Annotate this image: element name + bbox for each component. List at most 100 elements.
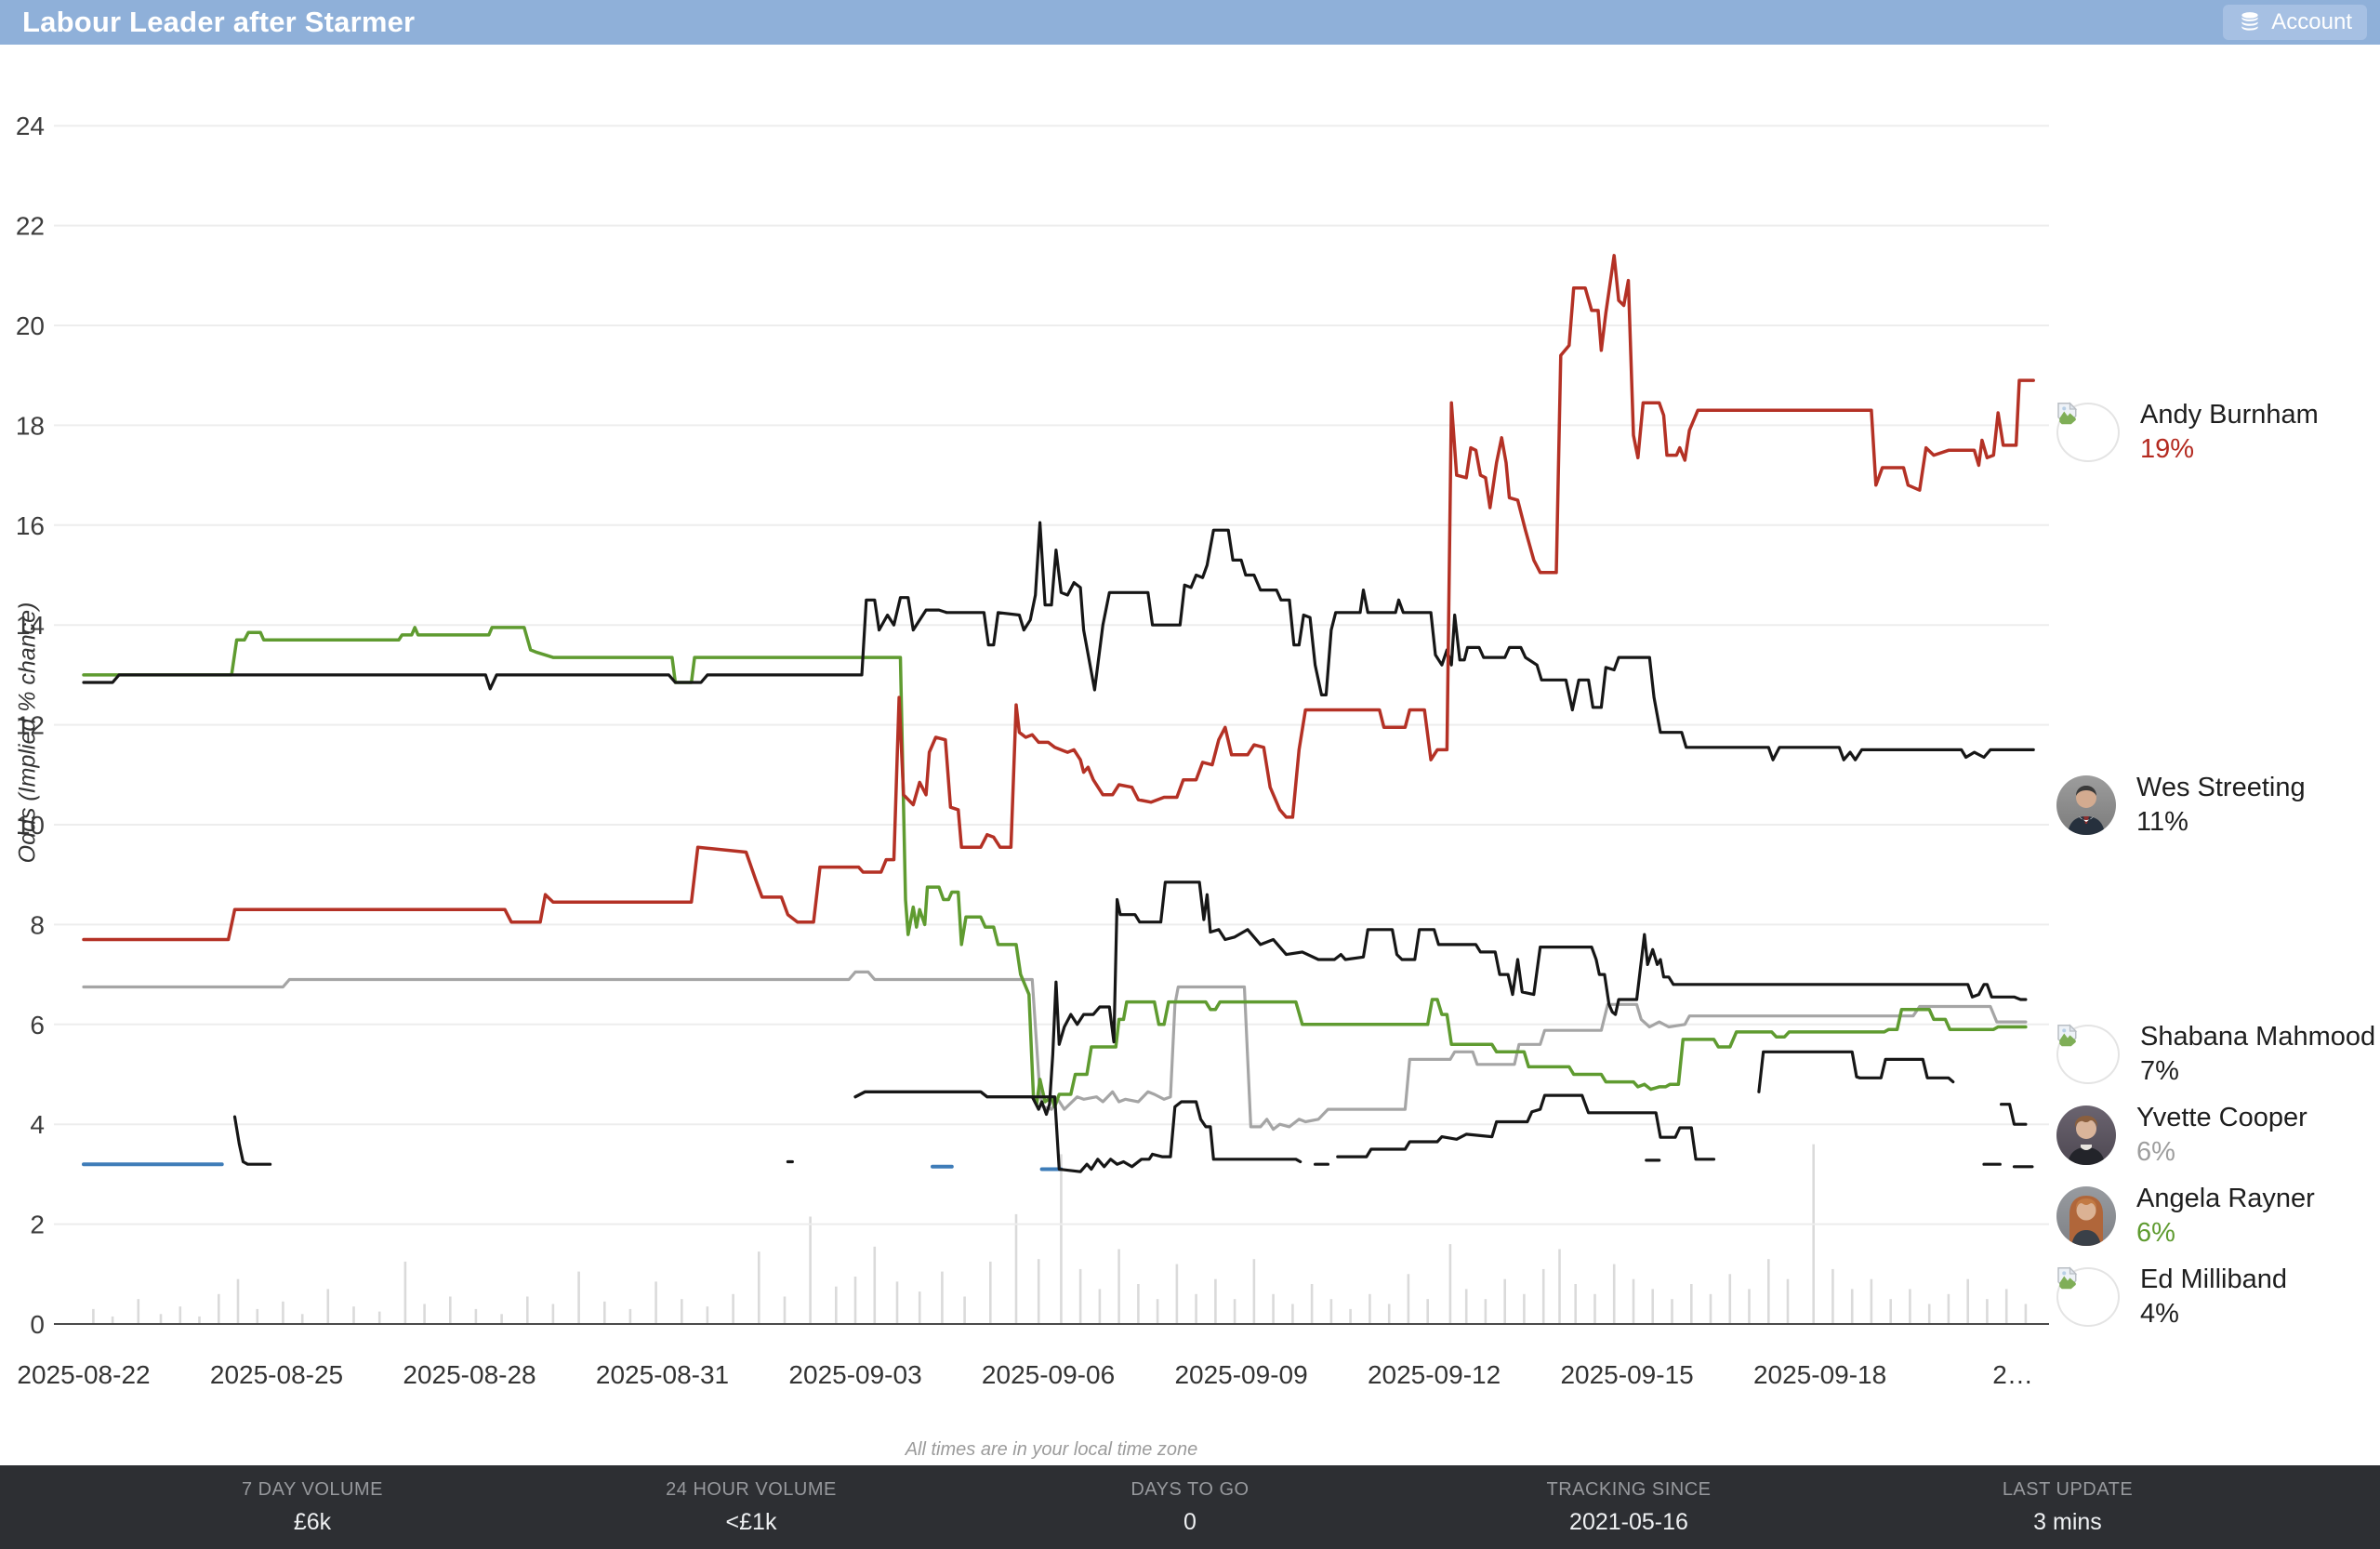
stat-label: TRACKING SINCE [1546, 1478, 1712, 1500]
volume-bar [1947, 1293, 1950, 1324]
volume-bar [1368, 1293, 1371, 1324]
volume-bar [1117, 1249, 1120, 1325]
legend-candidate-name: Ed Milliband [2140, 1264, 2287, 1294]
volume-bar [1786, 1278, 1790, 1324]
x-axis-tick-label: 2025-09-03 [788, 1360, 921, 1389]
legend-item-angela-rayner[interactable]: Angela Rayner 6% [2056, 1182, 2315, 1251]
x-axis-tick-label: 2025-08-25 [210, 1360, 343, 1389]
volume-bar [282, 1301, 284, 1324]
legend-item-yvette-cooper[interactable]: Yvette Cooper 6% [2056, 1101, 2307, 1170]
volume-bar [706, 1306, 709, 1324]
y-axis-tick-label: 14 [16, 611, 45, 640]
volume-bar [159, 1314, 163, 1324]
volume-bar [198, 1316, 201, 1324]
broken-image-icon [2056, 1024, 2120, 1084]
volume-bar [551, 1304, 555, 1324]
volume-bar [500, 1314, 503, 1324]
account-button[interactable]: Account [2223, 5, 2367, 40]
volume-bar [1709, 1293, 1712, 1324]
x-axis-tick-label: 2025-09-18 [1753, 1360, 1886, 1389]
series-line-ed-milliband [2000, 1103, 2028, 1126]
volume-bar [1671, 1299, 1673, 1325]
legend-texts: Yvette Cooper 6% [2136, 1101, 2307, 1170]
volume-bar [236, 1278, 240, 1324]
y-axis-tick-label: 6 [30, 1011, 45, 1039]
volume-bar [1651, 1289, 1654, 1324]
volume-bar [1541, 1268, 1545, 1324]
legend-item-wes-streeting[interactable]: Wes Streeting 11% [2056, 771, 2306, 840]
volume-bar [92, 1308, 95, 1324]
series-line-ed-milliband [1336, 1093, 1716, 1161]
volume-bar [423, 1304, 426, 1324]
y-axis-tick-label: 22 [16, 212, 45, 241]
y-axis-tick-label: 16 [16, 511, 45, 540]
volume-bar [1175, 1264, 1179, 1324]
volume-bar [1728, 1274, 1732, 1324]
stat-value: <£1k [725, 1508, 777, 1535]
x-axis-tick-label: 2025-09-15 [1560, 1360, 1693, 1389]
stat-days-to-go: DAYS TO GO 0 [971, 1479, 1409, 1536]
volume-bar [989, 1261, 992, 1324]
x-axis-tick-label: 2025-09-09 [1174, 1360, 1307, 1389]
series-line-ed-milliband [853, 1090, 1302, 1173]
legend-item-ed-milliband[interactable]: Ed Milliband 4% [2056, 1263, 2287, 1331]
legend-texts: Ed Milliband 4% [2140, 1263, 2287, 1331]
volume-bar [1870, 1278, 1873, 1324]
volume-bar [732, 1293, 734, 1324]
volume-bar [1448, 1244, 1452, 1324]
volume-bar [853, 1277, 857, 1324]
volume-bar [1407, 1274, 1410, 1324]
volume-bar [449, 1296, 452, 1324]
legend-candidate-name: Yvette Cooper [2136, 1103, 2307, 1132]
legend-candidate-name: Shabana Mahmood [2140, 1022, 2376, 1052]
volume-bar [603, 1301, 606, 1324]
stat-value: 2021-05-16 [1569, 1508, 1688, 1535]
y-axis-tick-label: 8 [30, 910, 45, 939]
volume-bar [1612, 1264, 1616, 1324]
legend-item-andy-burnham[interactable]: Andy Burnham 19% [2056, 398, 2319, 467]
legend-candidate-name: Andy Burnham [2140, 400, 2319, 430]
x-axis-tick-label: 2025-09-12 [1368, 1360, 1501, 1389]
volume-bar [873, 1246, 877, 1324]
stat-7-day-volume: 7 DAY VOLUME £6k [93, 1479, 532, 1536]
volume-bar [218, 1293, 220, 1324]
volume-bar [1927, 1304, 1931, 1324]
volume-bar [137, 1299, 140, 1325]
volume-bar [681, 1299, 683, 1325]
volume-bar [300, 1314, 304, 1324]
stat-last-update: LAST UPDATE 3 mins [1848, 1479, 2287, 1536]
volume-bar [1889, 1299, 1892, 1325]
legend-candidate-odds: 6% [2136, 1218, 2175, 1248]
legend-item-shabana-mahmood[interactable]: Shabana Mahmood 7% [2056, 1020, 2375, 1089]
stat-24-hour-volume: 24 HOUR VOLUME <£1k [532, 1479, 971, 1536]
legend-texts: Angela Rayner 6% [2136, 1182, 2315, 1251]
volume-bar [1349, 1308, 1352, 1324]
series-line-shabana-mahmood [853, 880, 2028, 1117]
volume-bar [1748, 1289, 1751, 1324]
legend-texts: Shabana Mahmood 7% [2140, 1020, 2375, 1089]
volume-bar [895, 1281, 899, 1324]
volume-bar [1503, 1278, 1506, 1324]
stat-label: DAYS TO GO [1130, 1478, 1250, 1500]
legend-candidate-odds: 19% [2140, 434, 2195, 464]
volume-bar [1137, 1284, 1140, 1324]
volume-bar [941, 1271, 944, 1324]
broken-image-icon [2056, 1266, 2120, 1327]
y-axis-tick-label: 2 [30, 1211, 45, 1239]
avatar [2056, 1186, 2116, 1246]
volume-bar [1632, 1278, 1635, 1324]
volume-bar [1078, 1268, 1082, 1324]
stat-label: LAST UPDATE [2002, 1478, 2134, 1500]
volume-bar [1426, 1299, 1429, 1325]
legend-candidate-odds: 11% [2136, 807, 2188, 837]
volume-bar [835, 1286, 838, 1324]
series-line-andy-burnham [82, 254, 2035, 942]
broken-image-icon [2056, 402, 2120, 462]
legend-texts: Andy Burnham 19% [2140, 398, 2319, 467]
legend-candidate-name: Angela Rayner [2136, 1184, 2315, 1213]
volume-bar [1484, 1299, 1488, 1325]
chart-legend: Andy Burnham 19% Wes Streeting 11% Shabana M… [0, 45, 2380, 1465]
series-line-wes-streeting [82, 521, 2035, 761]
volume-bar [1387, 1304, 1391, 1324]
